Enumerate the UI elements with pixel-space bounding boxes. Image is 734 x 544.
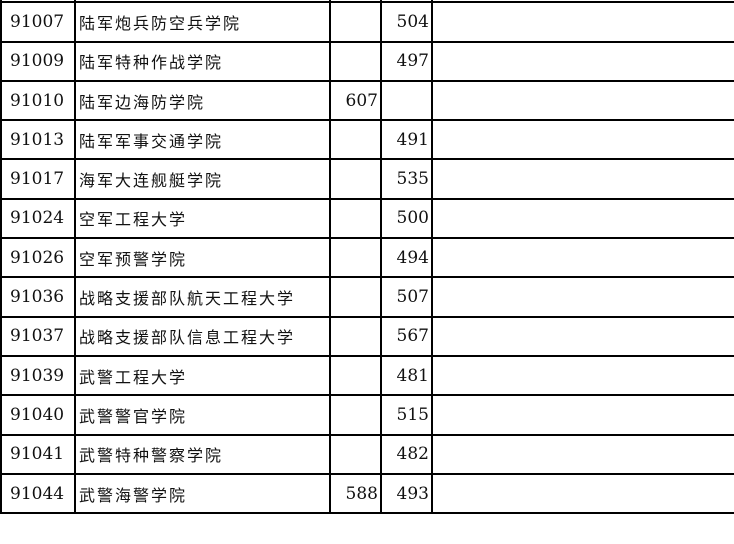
score-col-b: 500	[380, 197, 433, 240]
table-row: 91024 空军工程大学 500	[0, 197, 734, 240]
table-row: 91044 武警海警学院 588 493	[0, 472, 734, 515]
score-col-b: 567	[380, 315, 433, 357]
table-row: 91026 空军预警学院 494	[0, 237, 734, 279]
school-name: 武警警官学院	[74, 394, 331, 436]
score-col-a	[329, 119, 382, 161]
score-col-b: 504	[380, 1, 433, 43]
school-code: 91007	[0, 1, 76, 43]
school-name: 武警海警学院	[74, 472, 331, 515]
empty-cell	[431, 237, 734, 279]
table-row: 91036 战略支援部队航天工程大学 507	[0, 276, 734, 318]
table-row: 91013 陆军军事交通学院 491	[0, 119, 734, 161]
empty-cell	[431, 394, 734, 436]
school-name: 武警工程大学	[74, 354, 331, 397]
school-code: 91037	[0, 315, 76, 357]
score-col-a	[329, 1, 382, 43]
score-col-a	[329, 433, 382, 475]
school-name: 陆军边海防学院	[74, 79, 331, 122]
school-code: 91009	[0, 40, 76, 82]
empty-cell	[431, 354, 734, 397]
score-col-b: 507	[380, 276, 433, 318]
empty-cell	[431, 472, 734, 515]
score-table: 91007 陆军炮兵防空兵学院 504 91009 陆军特种作战学院 497 91010 陆军…	[0, 0, 734, 515]
school-code: 91013	[0, 119, 76, 161]
score-col-b	[380, 79, 433, 122]
school-code: 91039	[0, 354, 76, 397]
school-code: 91036	[0, 276, 76, 318]
score-col-b: 493	[380, 472, 433, 515]
school-code: 91010	[0, 79, 76, 122]
score-col-b: 482	[380, 433, 433, 475]
empty-cell	[431, 433, 734, 475]
score-col-b: 497	[380, 40, 433, 82]
school-code: 91026	[0, 237, 76, 279]
score-col-a: 607	[329, 79, 382, 122]
school-name: 空军工程大学	[74, 197, 331, 240]
school-name: 空军预警学院	[74, 237, 331, 279]
table-row: 91010 陆军边海防学院 607	[0, 79, 734, 122]
score-col-a	[329, 158, 382, 200]
table-row: 91007 陆军炮兵防空兵学院 504	[0, 1, 734, 43]
school-name: 武警特种警察学院	[74, 433, 331, 475]
score-col-a	[329, 394, 382, 436]
score-col-b: 481	[380, 354, 433, 397]
score-col-a	[329, 276, 382, 318]
table-row: 91017 海军大连舰艇学院 535	[0, 158, 734, 200]
score-col-a	[329, 354, 382, 397]
school-code: 91040	[0, 394, 76, 436]
empty-cell	[431, 276, 734, 318]
school-name: 战略支援部队航天工程大学	[74, 276, 331, 318]
table-row: 91041 武警特种警察学院 482	[0, 433, 734, 475]
empty-cell	[431, 119, 734, 161]
score-col-a	[329, 315, 382, 357]
table-row: 91040 武警警官学院 515	[0, 394, 734, 436]
score-col-a	[329, 40, 382, 82]
school-code: 91017	[0, 158, 76, 200]
empty-cell	[431, 315, 734, 357]
empty-cell	[431, 79, 734, 122]
empty-cell	[431, 197, 734, 240]
school-name: 战略支援部队信息工程大学	[74, 315, 331, 357]
table-row: 91037 战略支援部队信息工程大学 567	[0, 315, 734, 357]
school-name: 海军大连舰艇学院	[74, 158, 331, 200]
table-row: 91039 武警工程大学 481	[0, 354, 734, 397]
empty-cell	[431, 40, 734, 82]
table-row: 91009 陆军特种作战学院 497	[0, 40, 734, 82]
score-col-b: 515	[380, 394, 433, 436]
school-name: 陆军军事交通学院	[74, 119, 331, 161]
score-col-a	[329, 197, 382, 240]
score-col-b: 491	[380, 119, 433, 161]
score-col-b: 494	[380, 237, 433, 279]
empty-cell	[431, 1, 734, 43]
school-code: 91044	[0, 472, 76, 515]
school-code: 91041	[0, 433, 76, 475]
school-code: 91024	[0, 197, 76, 240]
score-col-a: 588	[329, 472, 382, 515]
school-name: 陆军炮兵防空兵学院	[74, 1, 331, 43]
score-col-b: 535	[380, 158, 433, 200]
score-col-a	[329, 237, 382, 279]
empty-cell	[431, 158, 734, 200]
school-name: 陆军特种作战学院	[74, 40, 331, 82]
